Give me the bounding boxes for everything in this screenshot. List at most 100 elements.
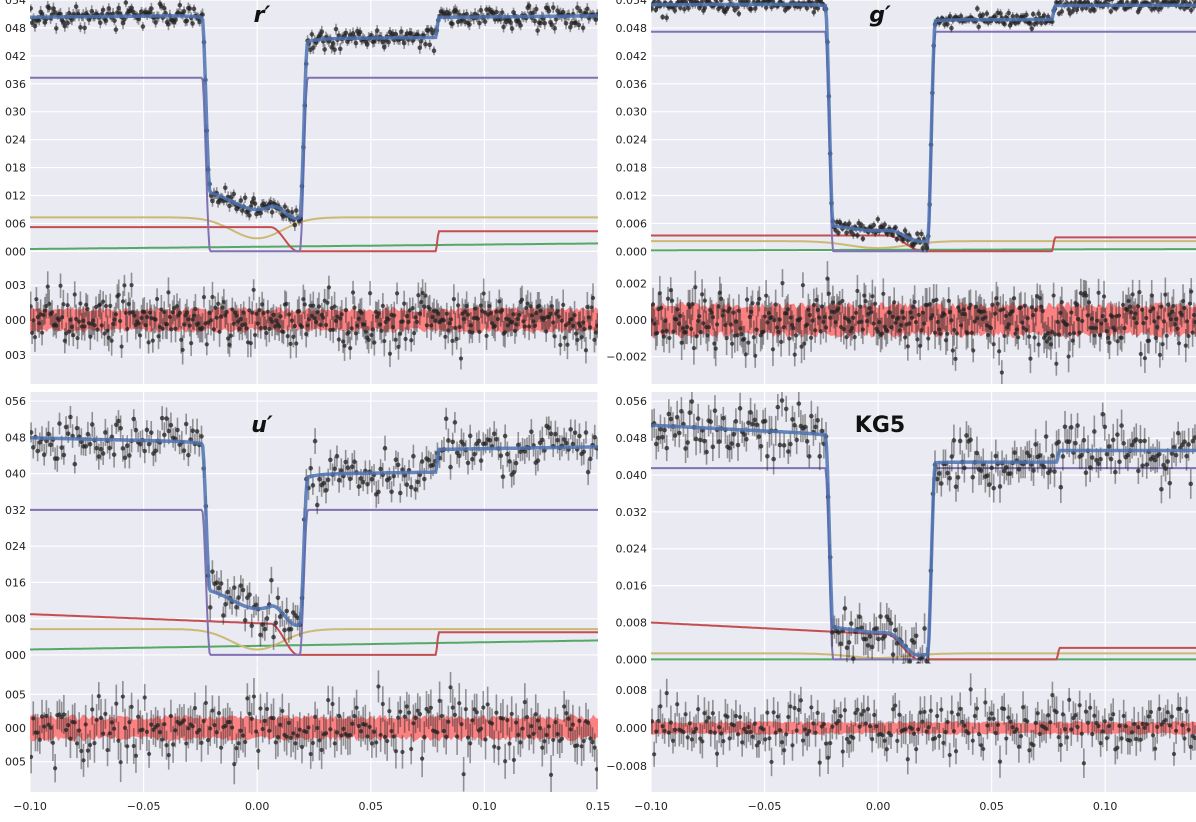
residual-point bbox=[561, 302, 566, 308]
residual-point bbox=[813, 328, 818, 333]
residual-point bbox=[192, 706, 198, 711]
residual-point bbox=[747, 314, 752, 319]
data-point bbox=[693, 436, 699, 442]
residual-point bbox=[177, 310, 182, 316]
data-point bbox=[593, 17, 598, 22]
residual-point bbox=[962, 312, 968, 317]
residual-point bbox=[490, 321, 495, 326]
residual-point bbox=[208, 318, 214, 323]
data-point bbox=[85, 431, 91, 437]
data-point bbox=[844, 230, 849, 236]
residual-point bbox=[535, 718, 541, 723]
residual-point bbox=[860, 327, 865, 332]
residual-point bbox=[495, 316, 500, 322]
residual-point bbox=[468, 323, 474, 328]
data-point bbox=[1037, 453, 1043, 458]
data-point bbox=[890, 652, 896, 657]
residual-point bbox=[744, 730, 749, 735]
residual-point bbox=[853, 310, 859, 315]
data-point bbox=[65, 431, 71, 436]
data-point bbox=[353, 40, 359, 46]
data-point bbox=[811, 9, 817, 15]
data-point bbox=[487, 437, 493, 443]
residual-point bbox=[892, 300, 897, 305]
data-point bbox=[216, 585, 222, 591]
data-point bbox=[736, 11, 742, 16]
residual-point bbox=[193, 306, 198, 312]
data-point bbox=[122, 16, 127, 22]
residual-point bbox=[191, 313, 197, 318]
residual-point bbox=[875, 329, 880, 334]
data-point bbox=[509, 26, 515, 31]
data-point bbox=[130, 9, 136, 15]
residual-model-band bbox=[651, 720, 1196, 736]
data-point bbox=[239, 208, 245, 213]
residual-point bbox=[446, 719, 451, 724]
y-tick-label: 0.036 bbox=[616, 78, 648, 91]
residual-point bbox=[794, 333, 799, 338]
residual-point bbox=[446, 328, 451, 333]
data-point bbox=[1098, 456, 1103, 462]
residual-point bbox=[433, 318, 438, 323]
residual-point bbox=[559, 736, 565, 741]
data-point bbox=[501, 24, 506, 30]
residual-point bbox=[149, 722, 154, 727]
residual-point bbox=[454, 734, 460, 739]
residual-point bbox=[1085, 313, 1090, 318]
data-point bbox=[1014, 13, 1020, 19]
residual-point bbox=[511, 312, 516, 317]
data-point bbox=[502, 433, 508, 439]
data-point bbox=[494, 9, 499, 15]
data-point bbox=[563, 20, 569, 26]
residual-point bbox=[563, 323, 569, 328]
data-point bbox=[748, 410, 753, 415]
data-point bbox=[991, 485, 997, 491]
residual-point bbox=[1190, 330, 1195, 335]
residual-point bbox=[393, 749, 399, 754]
residual-point bbox=[1103, 318, 1108, 323]
residual-point bbox=[81, 758, 86, 763]
residual-y-tick-label: 003 bbox=[5, 279, 26, 292]
data-point bbox=[72, 461, 78, 467]
data-point bbox=[664, 445, 670, 451]
data-point bbox=[588, 456, 593, 462]
data-point bbox=[859, 625, 864, 631]
y-tick-label: 0.030 bbox=[616, 106, 648, 119]
residual-point bbox=[825, 276, 830, 281]
residual-point bbox=[483, 737, 488, 742]
residual-y-tick-label: 0.008 bbox=[616, 684, 648, 697]
data-point bbox=[538, 20, 543, 26]
residual-point bbox=[153, 317, 158, 322]
residual-point bbox=[969, 330, 974, 335]
data-point bbox=[393, 31, 398, 37]
residual-point bbox=[742, 726, 747, 731]
residual-point bbox=[142, 309, 147, 315]
data-point bbox=[882, 634, 888, 639]
residual-point bbox=[228, 333, 234, 338]
data-point bbox=[374, 28, 380, 33]
residual-point bbox=[503, 759, 508, 764]
residual-point bbox=[945, 331, 950, 336]
data-point bbox=[98, 446, 104, 452]
residual-point bbox=[47, 301, 52, 306]
residual-point bbox=[304, 729, 309, 735]
residual-point bbox=[125, 744, 130, 749]
residual-point bbox=[500, 308, 505, 313]
data-point bbox=[288, 626, 294, 632]
data-point bbox=[1167, 480, 1173, 486]
data-point bbox=[721, 415, 726, 421]
data-point bbox=[325, 477, 331, 483]
residual-point bbox=[256, 748, 261, 753]
residual-point bbox=[391, 734, 396, 739]
residual-point bbox=[756, 740, 762, 745]
residual-point bbox=[538, 726, 543, 731]
data-point bbox=[894, 236, 900, 242]
residual-point bbox=[656, 718, 661, 724]
residual-point bbox=[31, 318, 36, 323]
data-point bbox=[149, 6, 154, 11]
residual-point bbox=[1010, 309, 1015, 314]
residual-point bbox=[1146, 338, 1152, 343]
data-point bbox=[1119, 423, 1124, 428]
residual-point bbox=[815, 307, 821, 313]
